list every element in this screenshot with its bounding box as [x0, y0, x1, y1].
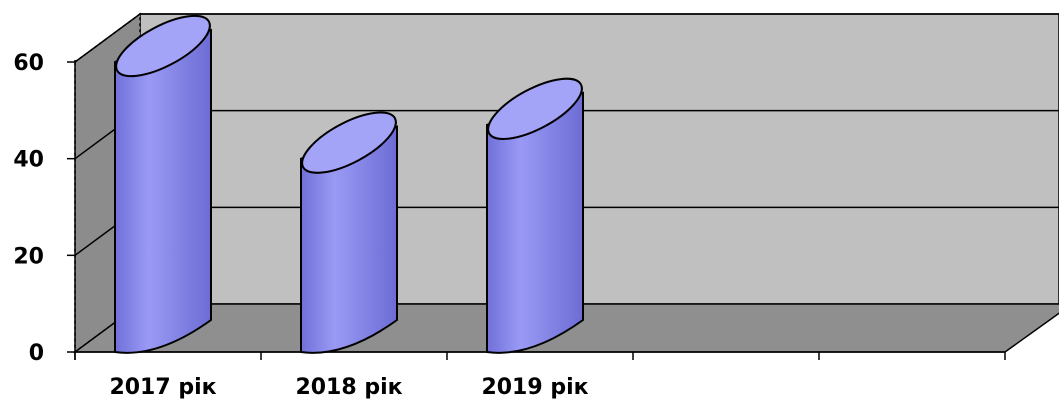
- category-label: 2017 рік: [109, 375, 216, 400]
- bar: [300, 111, 398, 354]
- y-tick-label: 20: [13, 244, 44, 269]
- bar-top: [115, 14, 211, 78]
- bar: [114, 14, 212, 354]
- category-label: 2018 рік: [295, 375, 402, 400]
- y-tick-label: 40: [13, 148, 44, 173]
- category-label: 2019 рік: [481, 375, 588, 400]
- bar-body: [300, 125, 398, 354]
- bar-top: [301, 111, 397, 174]
- y-tick-label: 0: [29, 341, 44, 366]
- y-tick-label: 60: [13, 51, 44, 76]
- bar: [486, 77, 584, 354]
- y-tick-labels: 0 20 40 60: [13, 51, 44, 366]
- bar-top: [487, 77, 583, 140]
- gridline: [74, 13, 1059, 63]
- bar-body: [114, 28, 212, 354]
- back-wall: [139, 13, 1059, 305]
- x-tick-labels: 2017 рік 2018 рік 2019 рік: [109, 375, 588, 400]
- bar-body: [486, 91, 584, 354]
- bars: [114, 14, 584, 354]
- axes: [67, 60, 1006, 360]
